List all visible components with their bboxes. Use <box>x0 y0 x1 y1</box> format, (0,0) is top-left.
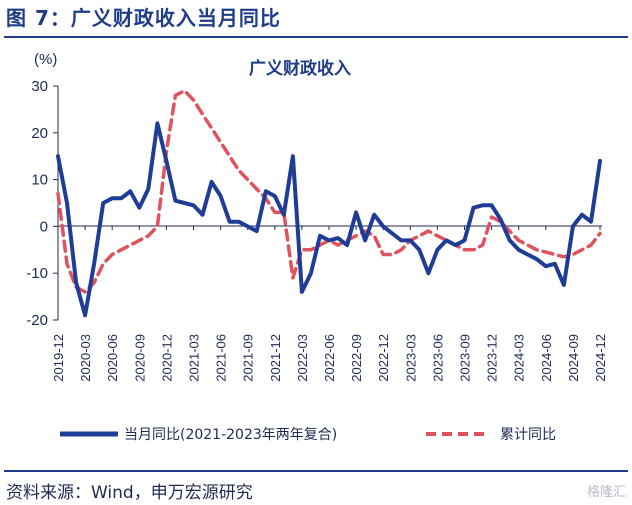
x-tick-label: 2021-03 <box>187 334 202 382</box>
series-lines <box>56 88 602 318</box>
y-tick-label: -10 <box>26 265 48 282</box>
x-tick-label: 2024-12 <box>593 334 608 382</box>
source-note: 资料来源：Wind，申万宏源研究 <box>6 483 253 503</box>
x-tick-label: 2020-12 <box>159 334 174 382</box>
y-tick-label: 10 <box>31 172 48 189</box>
x-tick-label: 2022-09 <box>349 334 364 382</box>
x-tick-label: 2020-06 <box>105 334 120 382</box>
x-tick-label: 2022-06 <box>322 334 337 382</box>
x-tick-label: 2022-12 <box>376 334 391 382</box>
x-tick-label: 2020-09 <box>132 334 147 382</box>
y-tick-label: 20 <box>31 125 48 142</box>
x-tick-label: 2023-12 <box>485 334 500 382</box>
x-tick-label: 2024-09 <box>566 334 581 382</box>
source-rule <box>4 470 628 472</box>
figure-title: 图 7：广义财政收入当月同比 <box>6 6 281 30</box>
x-tick-label: 2019-12 <box>51 334 66 382</box>
legend-label-cumulative: 累计同比 <box>500 427 556 443</box>
x-tick-label: 2021-09 <box>241 334 256 382</box>
x-tick-label: 2022-03 <box>295 334 310 382</box>
title-rule <box>4 36 628 38</box>
x-ticks: 2019-12 2020-03 2020-06 2020-09 2020-12 2021-… <box>51 226 608 382</box>
y-tick-label: -20 <box>26 312 48 329</box>
y-unit-label: (%) <box>34 51 57 68</box>
x-tick-label: 2024-06 <box>539 334 554 382</box>
y-tick-label: 30 <box>31 78 48 95</box>
x-tick-label: 2020-03 <box>78 334 93 382</box>
x-tick-label: 2021-06 <box>214 334 229 382</box>
y-ticks: -20 -10 0 10 20 30 <box>26 78 58 329</box>
x-tick-label: 2021-12 <box>268 334 283 382</box>
legend-label-monthly: 当月同比(2021-2023年两年复合) <box>124 426 337 443</box>
y-tick-label: 0 <box>40 218 48 235</box>
watermark-logo: 格隆汇 <box>586 485 626 500</box>
x-tick-label: 2023-03 <box>403 334 418 382</box>
series-line-monthly <box>56 121 602 318</box>
x-tick-label: 2023-06 <box>430 334 445 382</box>
series-line-cumulative <box>56 88 602 294</box>
x-tick-label: 2023-09 <box>458 334 473 382</box>
chart-title: 广义财政收入 <box>249 58 351 79</box>
x-tick-label: 2024-03 <box>512 334 527 382</box>
